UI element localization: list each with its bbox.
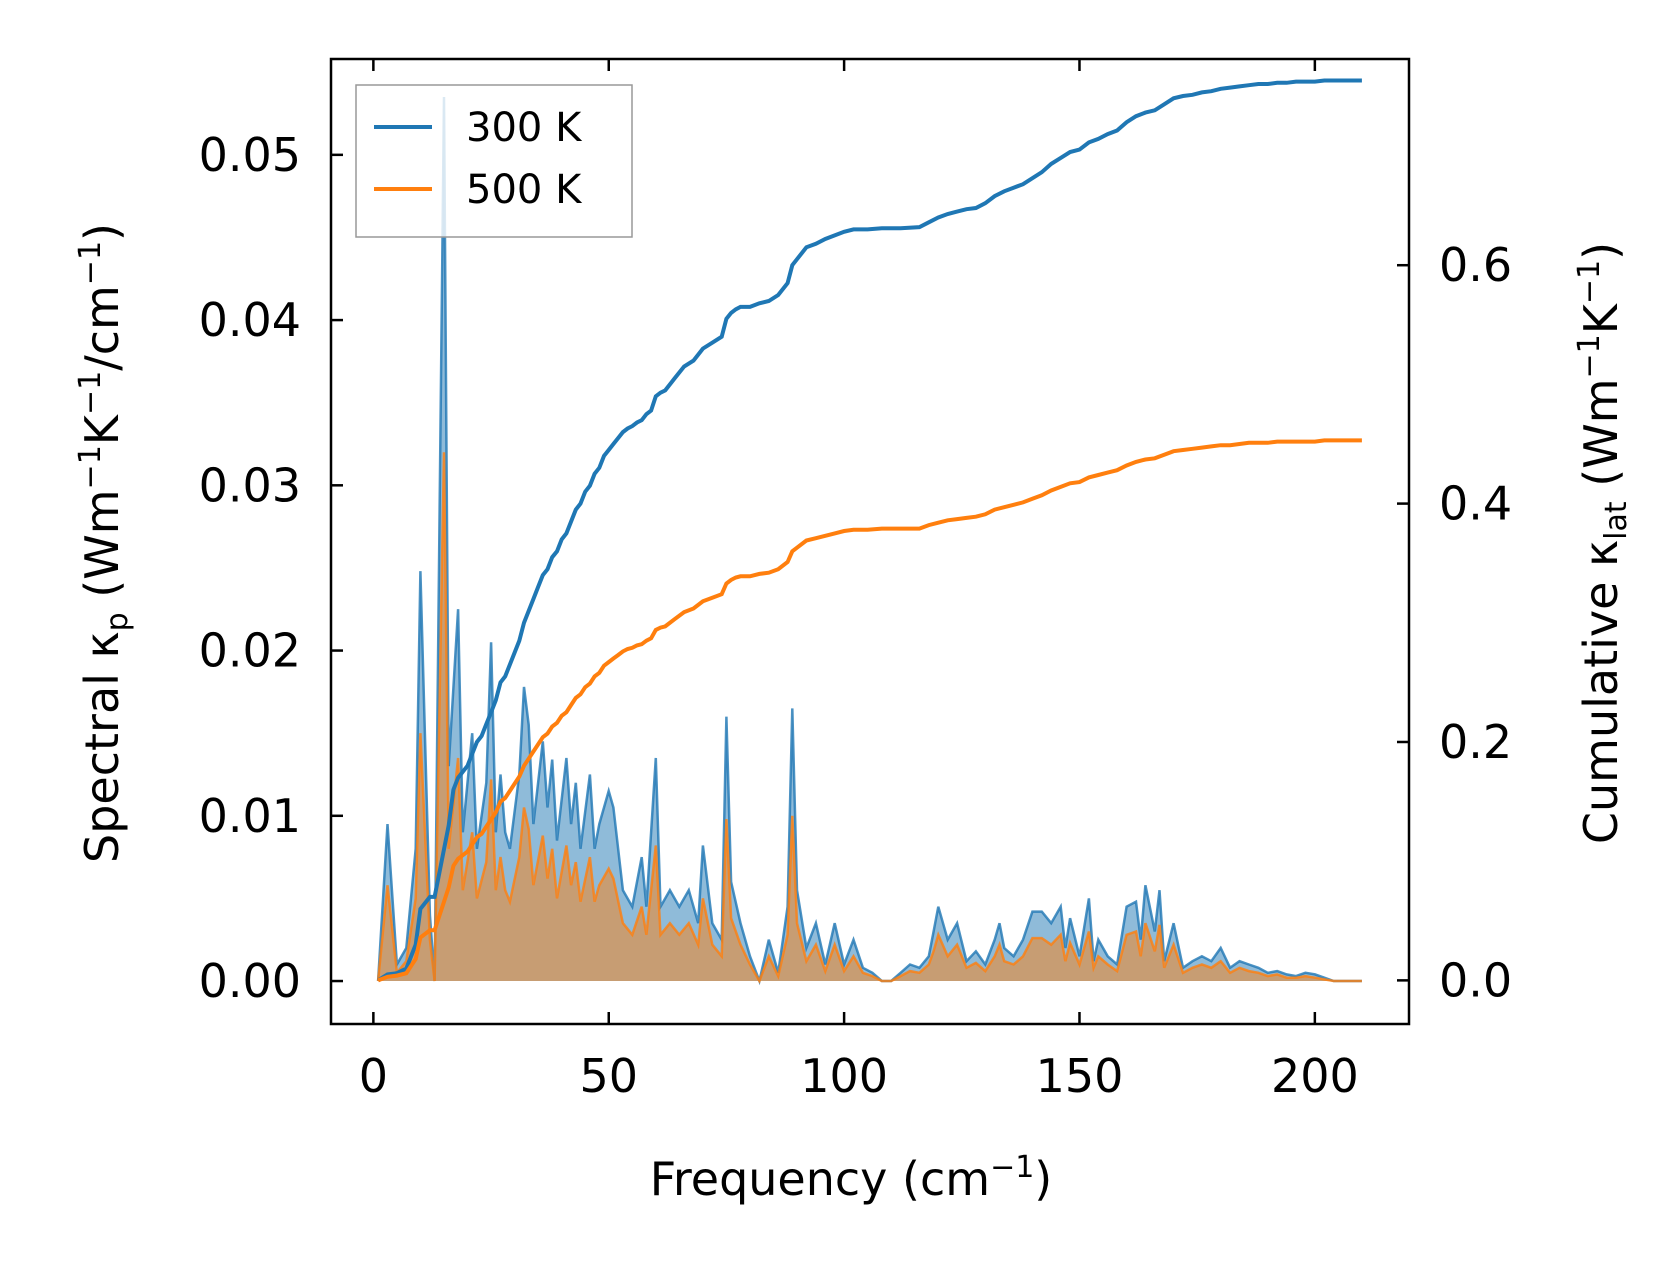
left-y-tick-label: 0.02: [199, 624, 301, 678]
left-y-title-cm: /cm: [75, 285, 129, 371]
left-y-axis-title: Spectral κp (Wm−1K−1/cm−1): [73, 223, 135, 863]
right-y-title-p0: Cumulative κ: [1574, 540, 1628, 844]
legend-label-300k: 300 K: [466, 105, 583, 151]
legend-label-500k: 500 K: [466, 167, 583, 213]
left-y-title-p0: Spectral κ: [75, 631, 129, 863]
x-axis-title-sup: −1: [990, 1150, 1034, 1185]
x-axis-title-end: ): [1034, 1152, 1052, 1206]
right-y-tick-label: 0.6: [1439, 238, 1512, 292]
x-tick-label: 150: [1036, 1049, 1124, 1103]
right-y-title-k: K: [1574, 302, 1628, 334]
right-y-tick-label: 0.2: [1439, 715, 1512, 769]
left-y-tick-label: 0.00: [199, 954, 301, 1008]
cumulative-500k-line: [377, 438, 1362, 983]
x-tick-label: 200: [1271, 1049, 1359, 1103]
legend-box: [355, 84, 633, 238]
right-y-title-p2: (Wm: [1574, 378, 1628, 501]
legend: 300 K 500 K: [355, 84, 633, 238]
x-tick-label: 100: [800, 1049, 888, 1103]
spectral-500k-line: [376, 452, 1362, 984]
right-y-title-end: ): [1574, 242, 1628, 260]
axes-layer: 0 50 100 150 200 0.00 0.01 0.02 0.03 0.04 0.05 0.0 0…: [199, 57, 1512, 1103]
left-y-tick-label: 0.04: [199, 293, 301, 347]
plot-area: [376, 78, 1362, 986]
right-y-tick-label: 0.0: [1439, 953, 1512, 1007]
left-y-title-sup1: −1: [73, 445, 108, 489]
left-y-title-sup2: −1: [73, 371, 108, 415]
x-axis-title: Frequency (cm−1): [650, 1150, 1053, 1206]
x-tick-label: 0: [359, 1049, 388, 1103]
left-y-title-sub-p: p: [100, 612, 135, 631]
left-y-title-end: ): [75, 223, 129, 241]
plot-frame: [329, 57, 1411, 1026]
left-y-title-sup3: −1: [73, 241, 108, 285]
right-y-title-sup2: −1: [1572, 260, 1607, 304]
right-y-title-sup1: −1: [1572, 334, 1607, 378]
left-y-tick-label: 0.05: [199, 128, 301, 182]
cumulative-300k-line: [377, 78, 1362, 983]
spectral-300k-line: [376, 96, 1362, 986]
left-y-tick-label: 0.01: [199, 789, 301, 843]
x-tick-label: 50: [579, 1049, 638, 1103]
left-y-title-p2: (Wm: [75, 489, 129, 612]
spectral-500k-area: [378, 452, 1362, 981]
right-y-tick-label: 0.4: [1439, 477, 1512, 531]
right-y-title-sub-lat: lat: [1599, 501, 1634, 540]
x-axis-title-main: Frequency (cm: [650, 1152, 990, 1206]
left-y-title-k: K: [75, 413, 129, 445]
left-y-tick-label: 0.03: [199, 458, 301, 512]
right-y-axis-title: Cumulative κlat (Wm−1K−1): [1572, 242, 1634, 844]
